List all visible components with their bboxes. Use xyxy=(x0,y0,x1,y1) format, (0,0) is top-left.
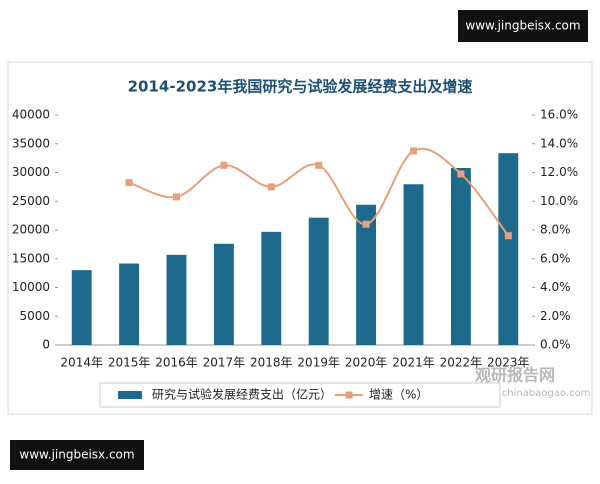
legend-box xyxy=(99,382,501,408)
bar xyxy=(166,254,187,345)
bar xyxy=(356,204,377,345)
y-tick-label: 30000 xyxy=(12,165,50,179)
chart-frame xyxy=(7,61,593,415)
bar xyxy=(450,167,471,345)
bar xyxy=(71,270,92,345)
line-marker xyxy=(504,232,512,240)
x-tick-label: 2016年 xyxy=(155,356,198,370)
y2-tick-label: 10.0% xyxy=(540,194,578,208)
y2-tick-label: 16.0% xyxy=(540,108,578,122)
y2-tick-label: 4.0% xyxy=(540,280,571,294)
watermark: www.jingbeisx.com xyxy=(19,448,134,462)
y-tick-label: 15000 xyxy=(12,251,50,265)
logo-url: www.chinabaogao.com xyxy=(475,388,590,399)
bar xyxy=(119,263,140,345)
y2-tick-label: 14.0% xyxy=(540,136,578,150)
line-marker xyxy=(362,220,370,228)
line-marker xyxy=(173,193,180,201)
line-marker xyxy=(220,161,228,169)
line-marker xyxy=(457,170,465,178)
line xyxy=(128,147,510,237)
y2-tick-label: 12.0% xyxy=(540,165,578,179)
bar xyxy=(498,153,519,345)
y-tick-label: 0 xyxy=(42,338,50,352)
x-tick-label: 2023年 xyxy=(487,356,530,370)
y-tick-label: 35000 xyxy=(12,136,50,150)
watermark: www.jingbeisx.com xyxy=(465,19,580,33)
legend-label: 增速（%） xyxy=(369,388,428,402)
x-tick-label: 2022年 xyxy=(440,356,483,370)
legend-label: 研究与试验发展经费支出（亿元） xyxy=(152,387,332,402)
legend-swatch xyxy=(118,391,142,399)
bar xyxy=(308,217,329,345)
line-marker xyxy=(410,147,417,155)
line-marker xyxy=(267,183,275,191)
y-tick-label: 25000 xyxy=(12,194,50,208)
line-marker xyxy=(315,161,323,169)
x-tick-label: 2017年 xyxy=(203,356,246,370)
watermark-box xyxy=(10,440,144,470)
y2-tick-label: 0.0% xyxy=(540,338,571,352)
x-tick-label: 2019年 xyxy=(297,356,340,370)
watermark-box xyxy=(458,10,588,42)
y-tick-label: 20000 xyxy=(12,223,50,237)
x-tick-label: 2015年 xyxy=(108,356,151,370)
y2-tick-label: 6.0% xyxy=(540,251,571,265)
legend-swatch xyxy=(345,391,353,399)
x-tick-label: 2014年 xyxy=(60,356,103,370)
y-tick-label: 10000 xyxy=(12,280,50,294)
y2-tick-label: 8.0% xyxy=(540,223,571,237)
line-marker xyxy=(125,179,133,187)
bar xyxy=(261,231,282,345)
x-tick-label: 2021年 xyxy=(392,356,435,370)
bar xyxy=(213,243,234,345)
bar xyxy=(403,184,424,345)
x-tick-label: 2020年 xyxy=(345,356,388,370)
chart-title: 2014-2023年我国研究与试验发展经费支出及增速 xyxy=(128,78,473,96)
x-tick-label: 2018年 xyxy=(250,356,293,370)
y2-tick-label: 2.0% xyxy=(540,309,571,323)
y-tick-label: 5000 xyxy=(19,309,50,323)
logo: 观研报告网 xyxy=(475,366,555,385)
y-tick-label: 40000 xyxy=(12,108,50,122)
